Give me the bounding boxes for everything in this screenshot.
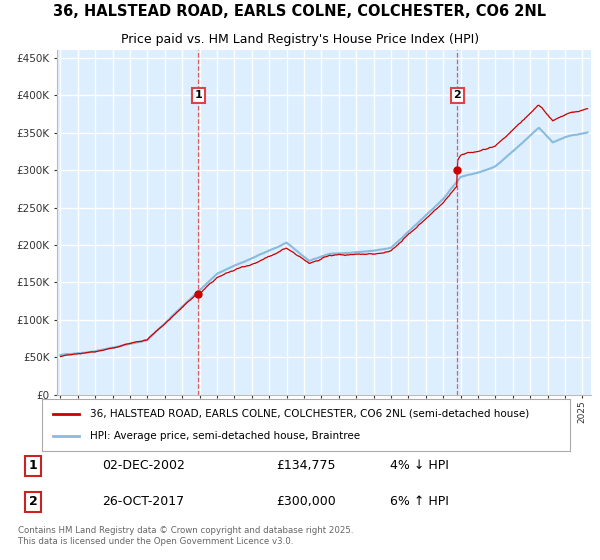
Text: 6% ↑ HPI: 6% ↑ HPI: [390, 496, 449, 508]
Text: 36, HALSTEAD ROAD, EARLS COLNE, COLCHESTER, CO6 2NL: 36, HALSTEAD ROAD, EARLS COLNE, COLCHEST…: [53, 3, 547, 18]
Text: 2: 2: [454, 90, 461, 100]
Text: HPI: Average price, semi-detached house, Braintree: HPI: Average price, semi-detached house,…: [89, 431, 359, 441]
Text: 1: 1: [29, 459, 37, 472]
Text: 36, HALSTEAD ROAD, EARLS COLNE, COLCHESTER, CO6 2NL (semi-detached house): 36, HALSTEAD ROAD, EARLS COLNE, COLCHEST…: [89, 409, 529, 419]
Text: Contains HM Land Registry data © Crown copyright and database right 2025.
This d: Contains HM Land Registry data © Crown c…: [18, 526, 353, 546]
Text: £134,775: £134,775: [276, 459, 335, 472]
Text: 4% ↓ HPI: 4% ↓ HPI: [390, 459, 449, 472]
Text: 1: 1: [194, 90, 202, 100]
Text: 26-OCT-2017: 26-OCT-2017: [102, 496, 184, 508]
Text: £300,000: £300,000: [276, 496, 336, 508]
Text: 2: 2: [29, 496, 37, 508]
Text: Price paid vs. HM Land Registry's House Price Index (HPI): Price paid vs. HM Land Registry's House …: [121, 33, 479, 46]
Text: 02-DEC-2002: 02-DEC-2002: [102, 459, 185, 472]
